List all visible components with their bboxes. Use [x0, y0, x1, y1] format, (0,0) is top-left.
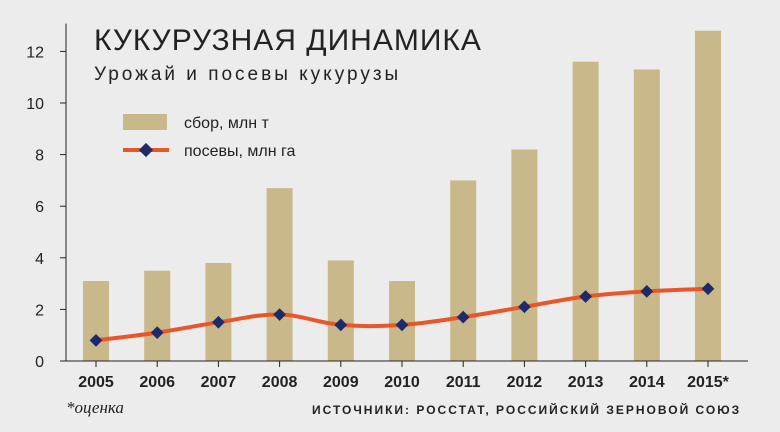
- x-tick-label: 2005: [78, 374, 114, 391]
- bar-harvest: [450, 180, 477, 361]
- bar-harvest: [572, 61, 599, 361]
- bar-harvest: [695, 30, 721, 361]
- bars-layer: [83, 30, 721, 362]
- legend-marker-sown: [138, 142, 154, 158]
- legend: сбор, млн т посевы, млн га: [123, 114, 295, 160]
- x-tick-label: 2012: [507, 374, 543, 391]
- point-sown-area: [334, 318, 348, 332]
- axes-layer: 0 2 4 6 8 10 12 2005 2006 2007 2008 2009 2010 2011 201…: [26, 23, 748, 391]
- x-tick-label: 2015*: [687, 374, 730, 391]
- legend-swatch-harvest: [123, 114, 167, 130]
- bar-harvest: [83, 281, 109, 361]
- bar-harvest: [144, 270, 171, 361]
- x-tick-label: 2008: [262, 374, 298, 391]
- bar-harvest: [327, 260, 354, 361]
- y-tick-label: 8: [35, 148, 44, 165]
- y-tick-label: 6: [35, 199, 44, 216]
- x-tick-label: 2010: [384, 374, 420, 391]
- x-tick-label: 2013: [568, 374, 604, 391]
- y-tick-label: 2: [35, 302, 44, 319]
- x-tick-label: 2014: [629, 374, 665, 391]
- point-sown-area: [150, 326, 164, 339]
- x-tick-label: 2006: [139, 374, 175, 391]
- x-tick-label: 2007: [201, 374, 237, 391]
- x-tick-label: 2009: [323, 374, 359, 391]
- bar-harvest: [266, 188, 293, 361]
- point-sown-area: [273, 308, 286, 321]
- bar-harvest: [511, 149, 538, 361]
- legend-label-sown: посевы, млн га: [184, 143, 295, 160]
- point-sown-area: [395, 318, 409, 332]
- source-note: ИСТОЧНИКИ: РОССТАТ, РОССИЙСКИЙ ЗЕРНОВОЙ …: [312, 402, 741, 417]
- y-tick-label: 0: [35, 354, 44, 371]
- y-tick-label: 12: [26, 44, 44, 61]
- y-tick-label: 10: [26, 96, 44, 113]
- point-sown-area: [89, 333, 103, 347]
- chart-title: КУКУРУЗНАЯ ДИНАМИКА: [94, 24, 482, 57]
- y-tick-label: 4: [35, 251, 44, 268]
- bar-harvest: [205, 262, 232, 361]
- point-sown-area: [456, 310, 470, 324]
- bar-harvest: [633, 69, 660, 362]
- x-tick-label: 2011: [446, 374, 481, 391]
- footnote: *оценка: [66, 398, 124, 417]
- chart-subtitle: Урожай и посевы кукурузы: [94, 64, 401, 85]
- point-sown-area: [212, 315, 225, 329]
- legend-label-harvest: сбор, млн т: [184, 115, 269, 132]
